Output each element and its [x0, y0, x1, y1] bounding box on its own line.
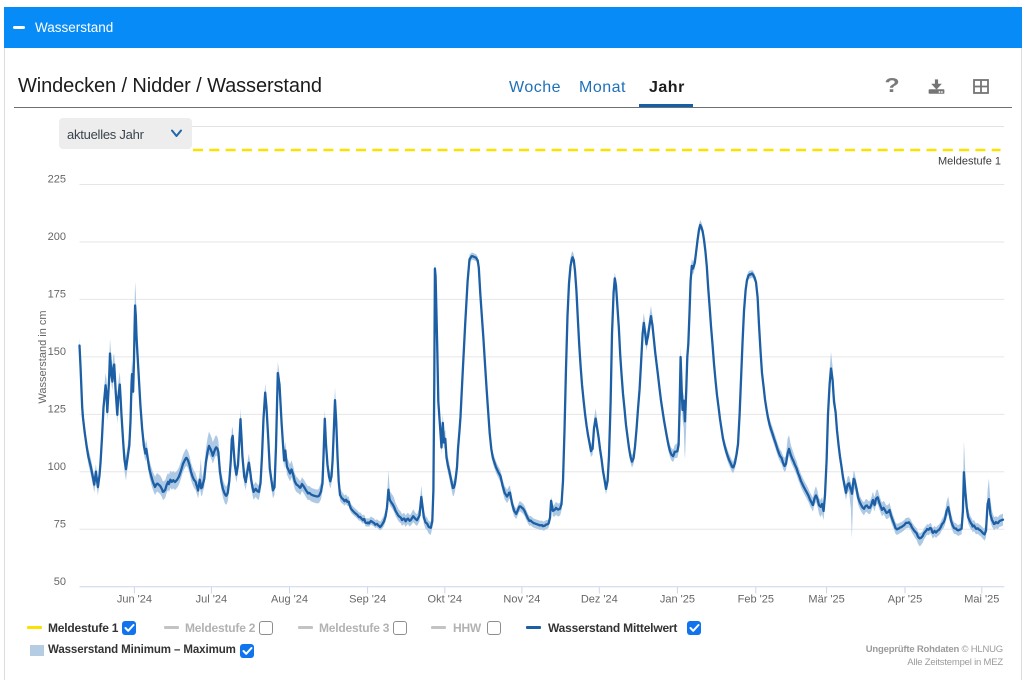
svg-text:Jun '24: Jun '24 — [117, 593, 152, 605]
svg-text:Mai '25: Mai '25 — [964, 593, 999, 605]
svg-text:Jul '24: Jul '24 — [196, 593, 227, 605]
svg-text:75: 75 — [54, 519, 66, 531]
svg-text:Feb '25: Feb '25 — [738, 593, 774, 605]
svg-text:150: 150 — [48, 346, 66, 358]
svg-text:50: 50 — [54, 576, 66, 588]
svg-text:Aug '24: Aug '24 — [271, 593, 308, 605]
svg-text:Sep '24: Sep '24 — [349, 593, 386, 605]
svg-text:175: 175 — [48, 289, 66, 301]
svg-text:200: 200 — [48, 231, 66, 243]
svg-text:100: 100 — [48, 461, 66, 473]
svg-text:125: 125 — [48, 404, 66, 416]
svg-text:225: 225 — [48, 174, 66, 186]
svg-text:Jan '25: Jan '25 — [660, 593, 695, 605]
svg-text:Okt '24: Okt '24 — [428, 593, 463, 605]
svg-text:Dez '24: Dez '24 — [581, 593, 618, 605]
svg-text:Meldestufe 1: Meldestufe 1 — [938, 155, 1001, 167]
svg-text:Nov '24: Nov '24 — [503, 593, 540, 605]
svg-text:Wasserstand in cm: Wasserstand in cm — [37, 310, 49, 403]
svg-text:Apr '25: Apr '25 — [888, 593, 923, 605]
svg-text:Mär '25: Mär '25 — [808, 593, 844, 605]
